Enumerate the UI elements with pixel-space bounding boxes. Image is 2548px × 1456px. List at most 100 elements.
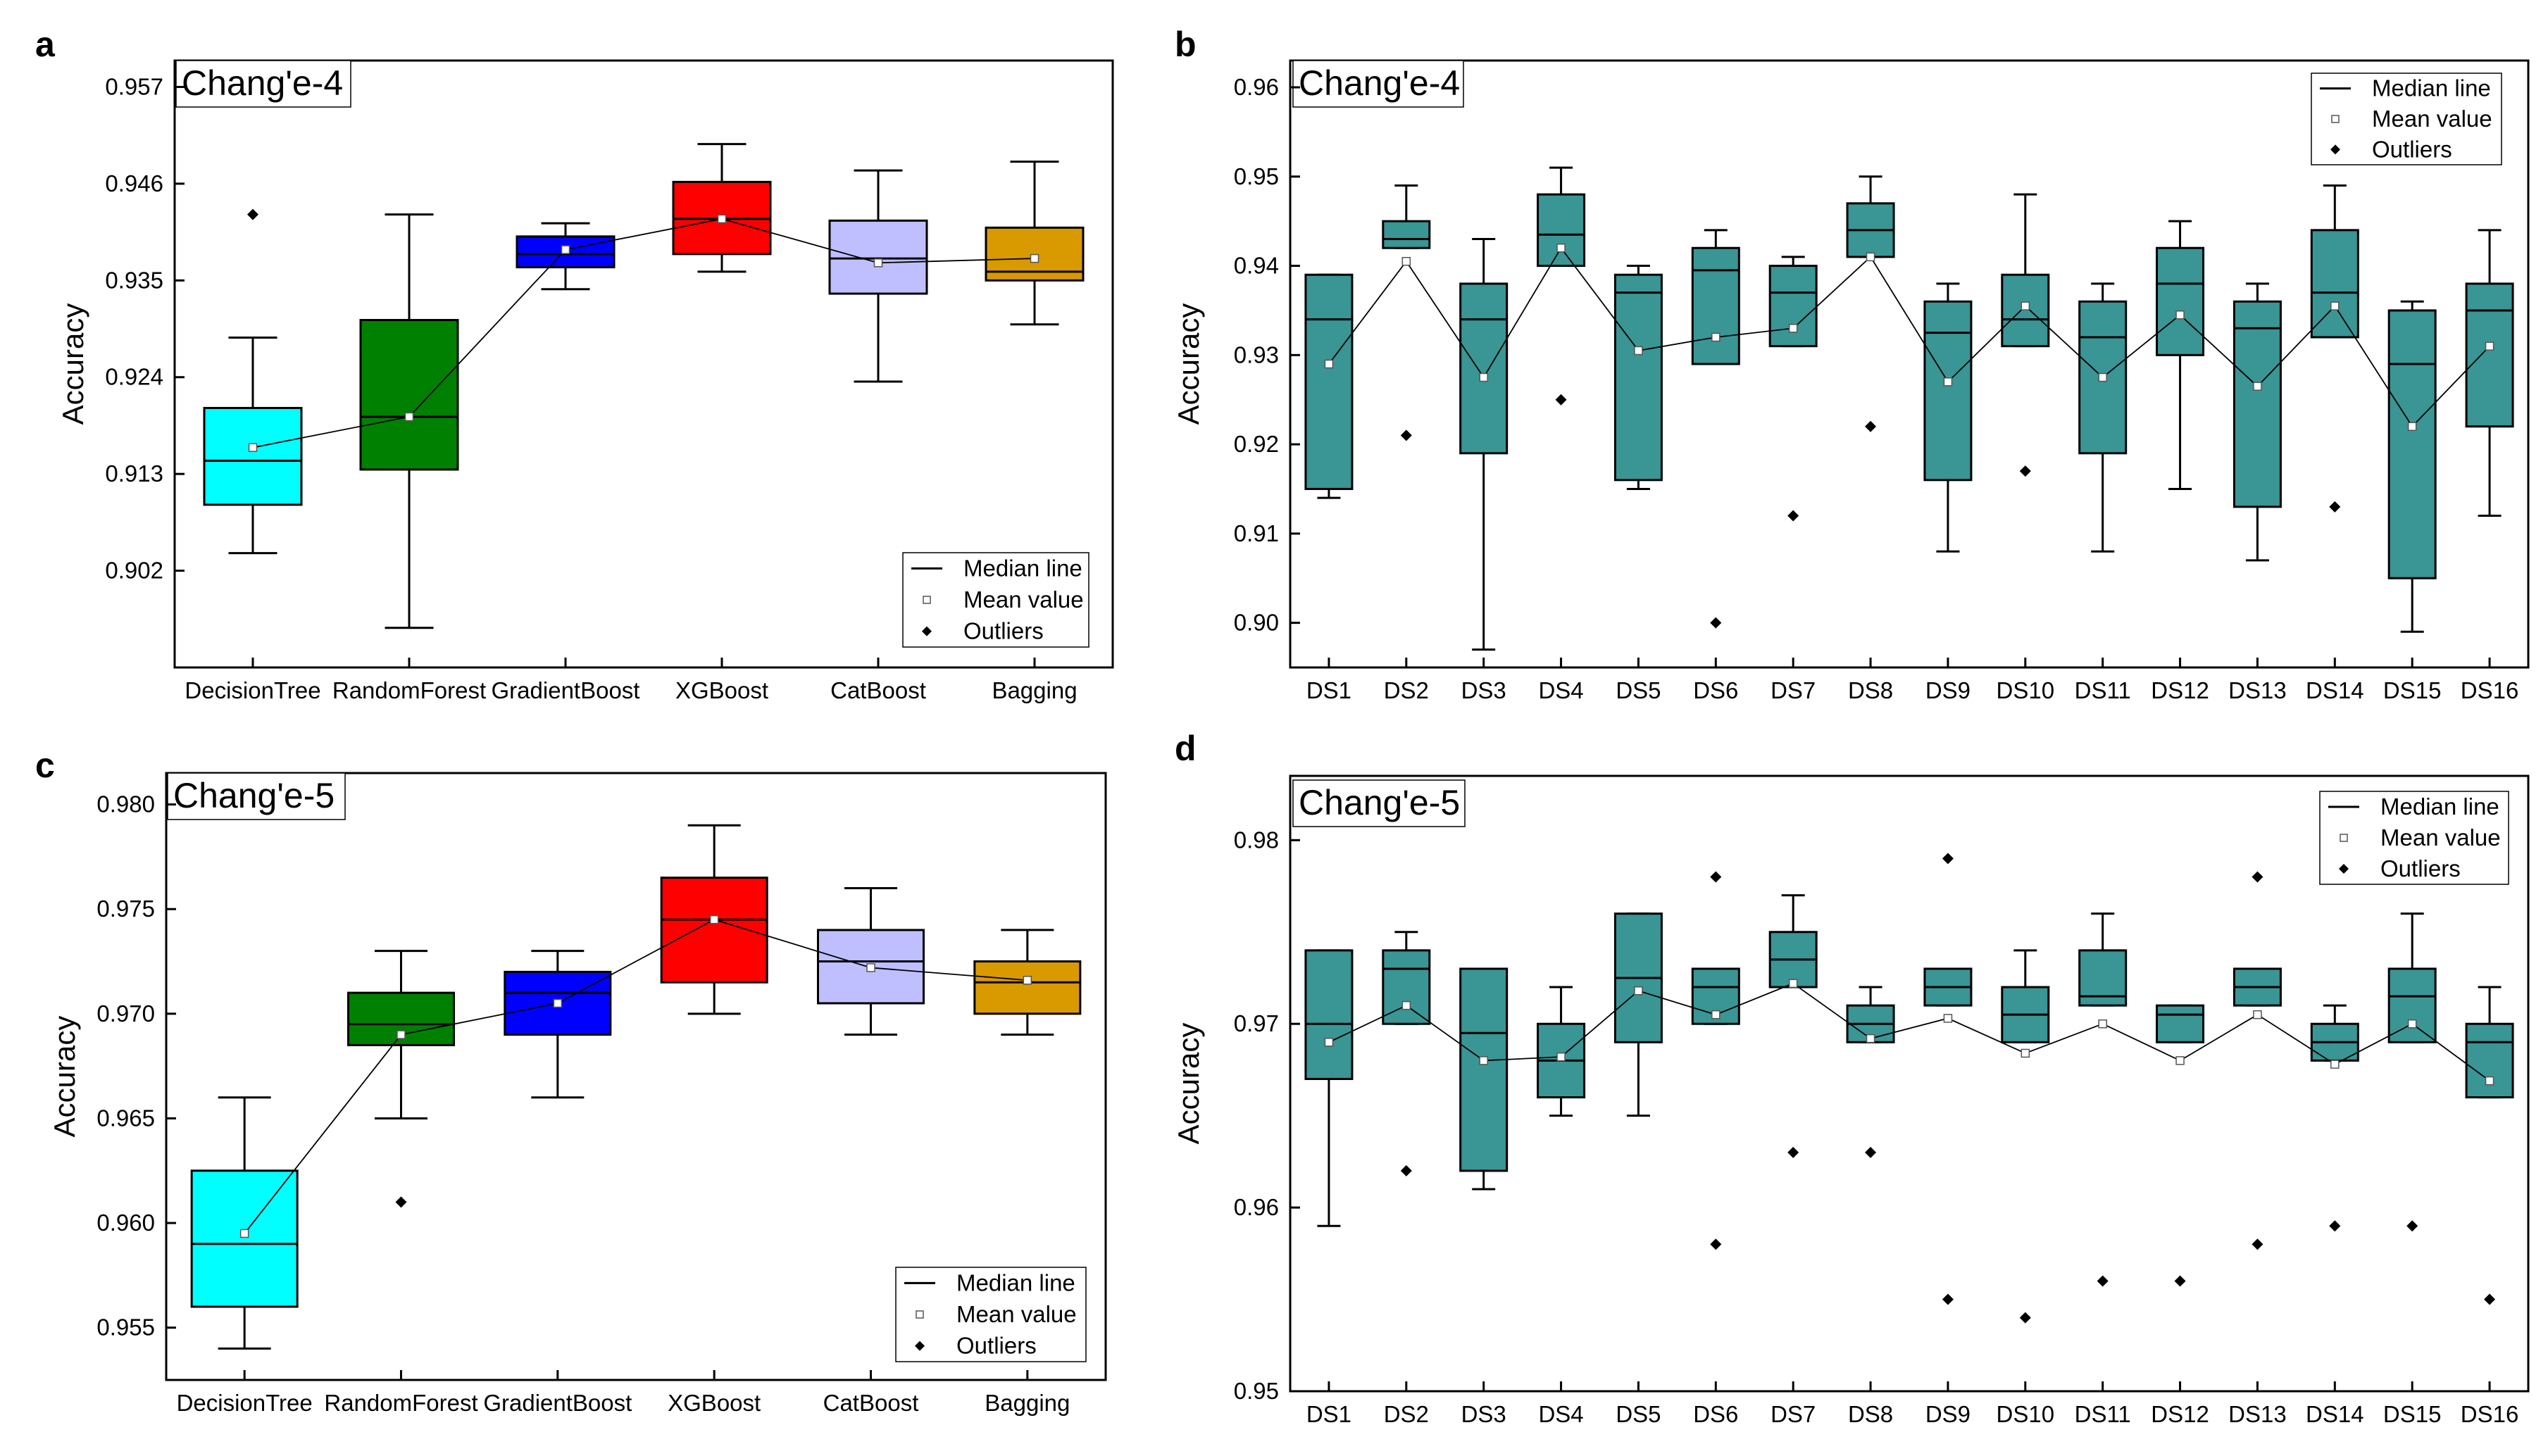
legend-mean-symbol — [923, 596, 931, 604]
x-category-label: DS1 — [1306, 677, 1351, 703]
box-iqr — [1304, 949, 1354, 1080]
mean-point — [1401, 256, 1411, 266]
mean-point — [1556, 1052, 1566, 1062]
mean-point — [1030, 253, 1039, 263]
outlier-point — [1942, 853, 1954, 865]
x-category-label: DS14 — [2306, 677, 2364, 703]
mean-point — [873, 258, 883, 268]
outlier-point — [1787, 510, 1799, 522]
mean-point — [2098, 372, 2107, 382]
outlier-point — [1555, 394, 1567, 406]
legend-outliers-label: Outliers — [963, 618, 1044, 644]
outlier-point — [1710, 1238, 1722, 1250]
mean-point — [1788, 324, 1798, 333]
x-category-label: DS16 — [2461, 1401, 2519, 1427]
x-category-label: CatBoost — [830, 677, 926, 703]
x-category-label: XGBoost — [675, 677, 768, 703]
mean-point — [1479, 1056, 1488, 1065]
x-category-label: DS3 — [1461, 1401, 1506, 1427]
outlier-point — [2097, 1275, 2109, 1287]
mean-connecting-line — [1328, 982, 2490, 1081]
outlier-point — [2329, 1220, 2341, 1232]
outlier-point — [247, 208, 258, 220]
legend-mean-symbol — [2331, 115, 2340, 123]
panel-letter: d — [1175, 729, 1197, 768]
outlier-point — [2252, 871, 2263, 883]
chart-title-box — [167, 772, 346, 820]
mean-point — [717, 214, 727, 224]
legend: Median line Mean value Outliers — [902, 552, 1089, 648]
mean-point — [1711, 332, 1720, 342]
mean-connecting-line — [1328, 246, 2490, 428]
x-category-label: DS6 — [1693, 677, 1738, 703]
mean-point — [2407, 422, 2417, 431]
y-axis-label: Accuracy — [1172, 303, 1205, 425]
box-iqr — [2310, 229, 2359, 339]
mean-point — [2253, 1010, 2262, 1019]
legend: Median line Mean value Outliers — [2311, 73, 2502, 165]
mean-point — [1479, 372, 1488, 382]
legend-mean-symbol — [916, 1310, 924, 1319]
x-category-label: DS4 — [1538, 677, 1583, 703]
mean-point — [2407, 1019, 2417, 1029]
legend-outlier-symbol — [2330, 144, 2340, 155]
mean-point — [239, 1229, 249, 1238]
box-iqr — [2156, 1004, 2205, 1043]
outlier-point — [2174, 1275, 2186, 1287]
chart-title-box — [1292, 60, 1464, 108]
box-iqr — [828, 219, 928, 295]
mean-point — [248, 443, 258, 452]
box-iqr — [2232, 300, 2282, 508]
y-tick-label: 0.96 — [1234, 74, 1279, 100]
mean-point — [1324, 1038, 1334, 1047]
mean-point — [866, 963, 875, 972]
y-tick-label: 0.960 — [96, 1210, 155, 1236]
outlier-point — [395, 1196, 407, 1208]
box-iqr — [1459, 967, 1509, 1172]
outlier-point — [2406, 1220, 2418, 1232]
y-tick-label: 0.98 — [1234, 827, 1279, 853]
mean-point — [561, 245, 570, 254]
legend-mean-label: Mean value — [2372, 106, 2492, 132]
panel-letter: b — [1175, 25, 1197, 64]
mean-point — [553, 998, 563, 1008]
y-tick-label: 0.96 — [1234, 1194, 1279, 1220]
panel-a: a Chang'e-4 0.902 0.913 0.924 0.935 0.946 0.957… — [35, 25, 1114, 703]
y-tick-label: 0.955 — [96, 1314, 155, 1341]
legend-outliers-label: Outliers — [956, 1333, 1037, 1359]
x-category-label: DS6 — [1693, 1401, 1738, 1427]
mean-point — [1866, 1034, 1875, 1043]
x-category-label: DecisionTree — [177, 1390, 313, 1416]
x-category-label: XGBoost — [668, 1390, 761, 1416]
x-category-label: DS7 — [1771, 1401, 1816, 1427]
plot-frame — [1289, 774, 2530, 1393]
box-iqr — [516, 235, 616, 269]
box-iqr — [1537, 193, 1586, 268]
outlier-point — [1942, 1293, 1954, 1305]
box-iqr — [1459, 282, 1509, 455]
legend-median-label: Median line — [2372, 75, 2491, 101]
box-iqr — [203, 406, 303, 506]
panel-d: d Chang'e-5 0.95 0.96 0.97 0.98 Accuracy DS1 DS2… — [1172, 729, 2530, 1427]
mean-point — [2175, 1056, 2185, 1065]
box-iqr — [1691, 246, 1740, 365]
box-iqr — [1691, 967, 1740, 1025]
x-category-label: DS10 — [1997, 677, 2055, 703]
x-category-label: Bagging — [992, 677, 1077, 703]
legend-median-label: Median line — [2380, 793, 2499, 820]
mean-point — [1866, 252, 1875, 262]
box-iqr — [2156, 246, 2205, 356]
plot-frame — [165, 772, 1107, 1381]
legend-outliers-label: Outliers — [2380, 855, 2461, 881]
y-axis-label: Accuracy — [56, 303, 89, 425]
box-iqr — [1923, 300, 1973, 482]
x-category-label: DS2 — [1384, 677, 1429, 703]
y-tick-label: 0.95 — [1234, 163, 1279, 189]
box-iqr — [2387, 967, 2437, 1043]
legend-outlier-symbol — [922, 626, 932, 636]
y-tick-label: 0.965 — [96, 1105, 155, 1131]
y-tick-label: 0.913 — [105, 460, 163, 487]
x-category-label: CatBoost — [823, 1390, 919, 1416]
y-tick-label: 0.91 — [1234, 520, 1279, 546]
